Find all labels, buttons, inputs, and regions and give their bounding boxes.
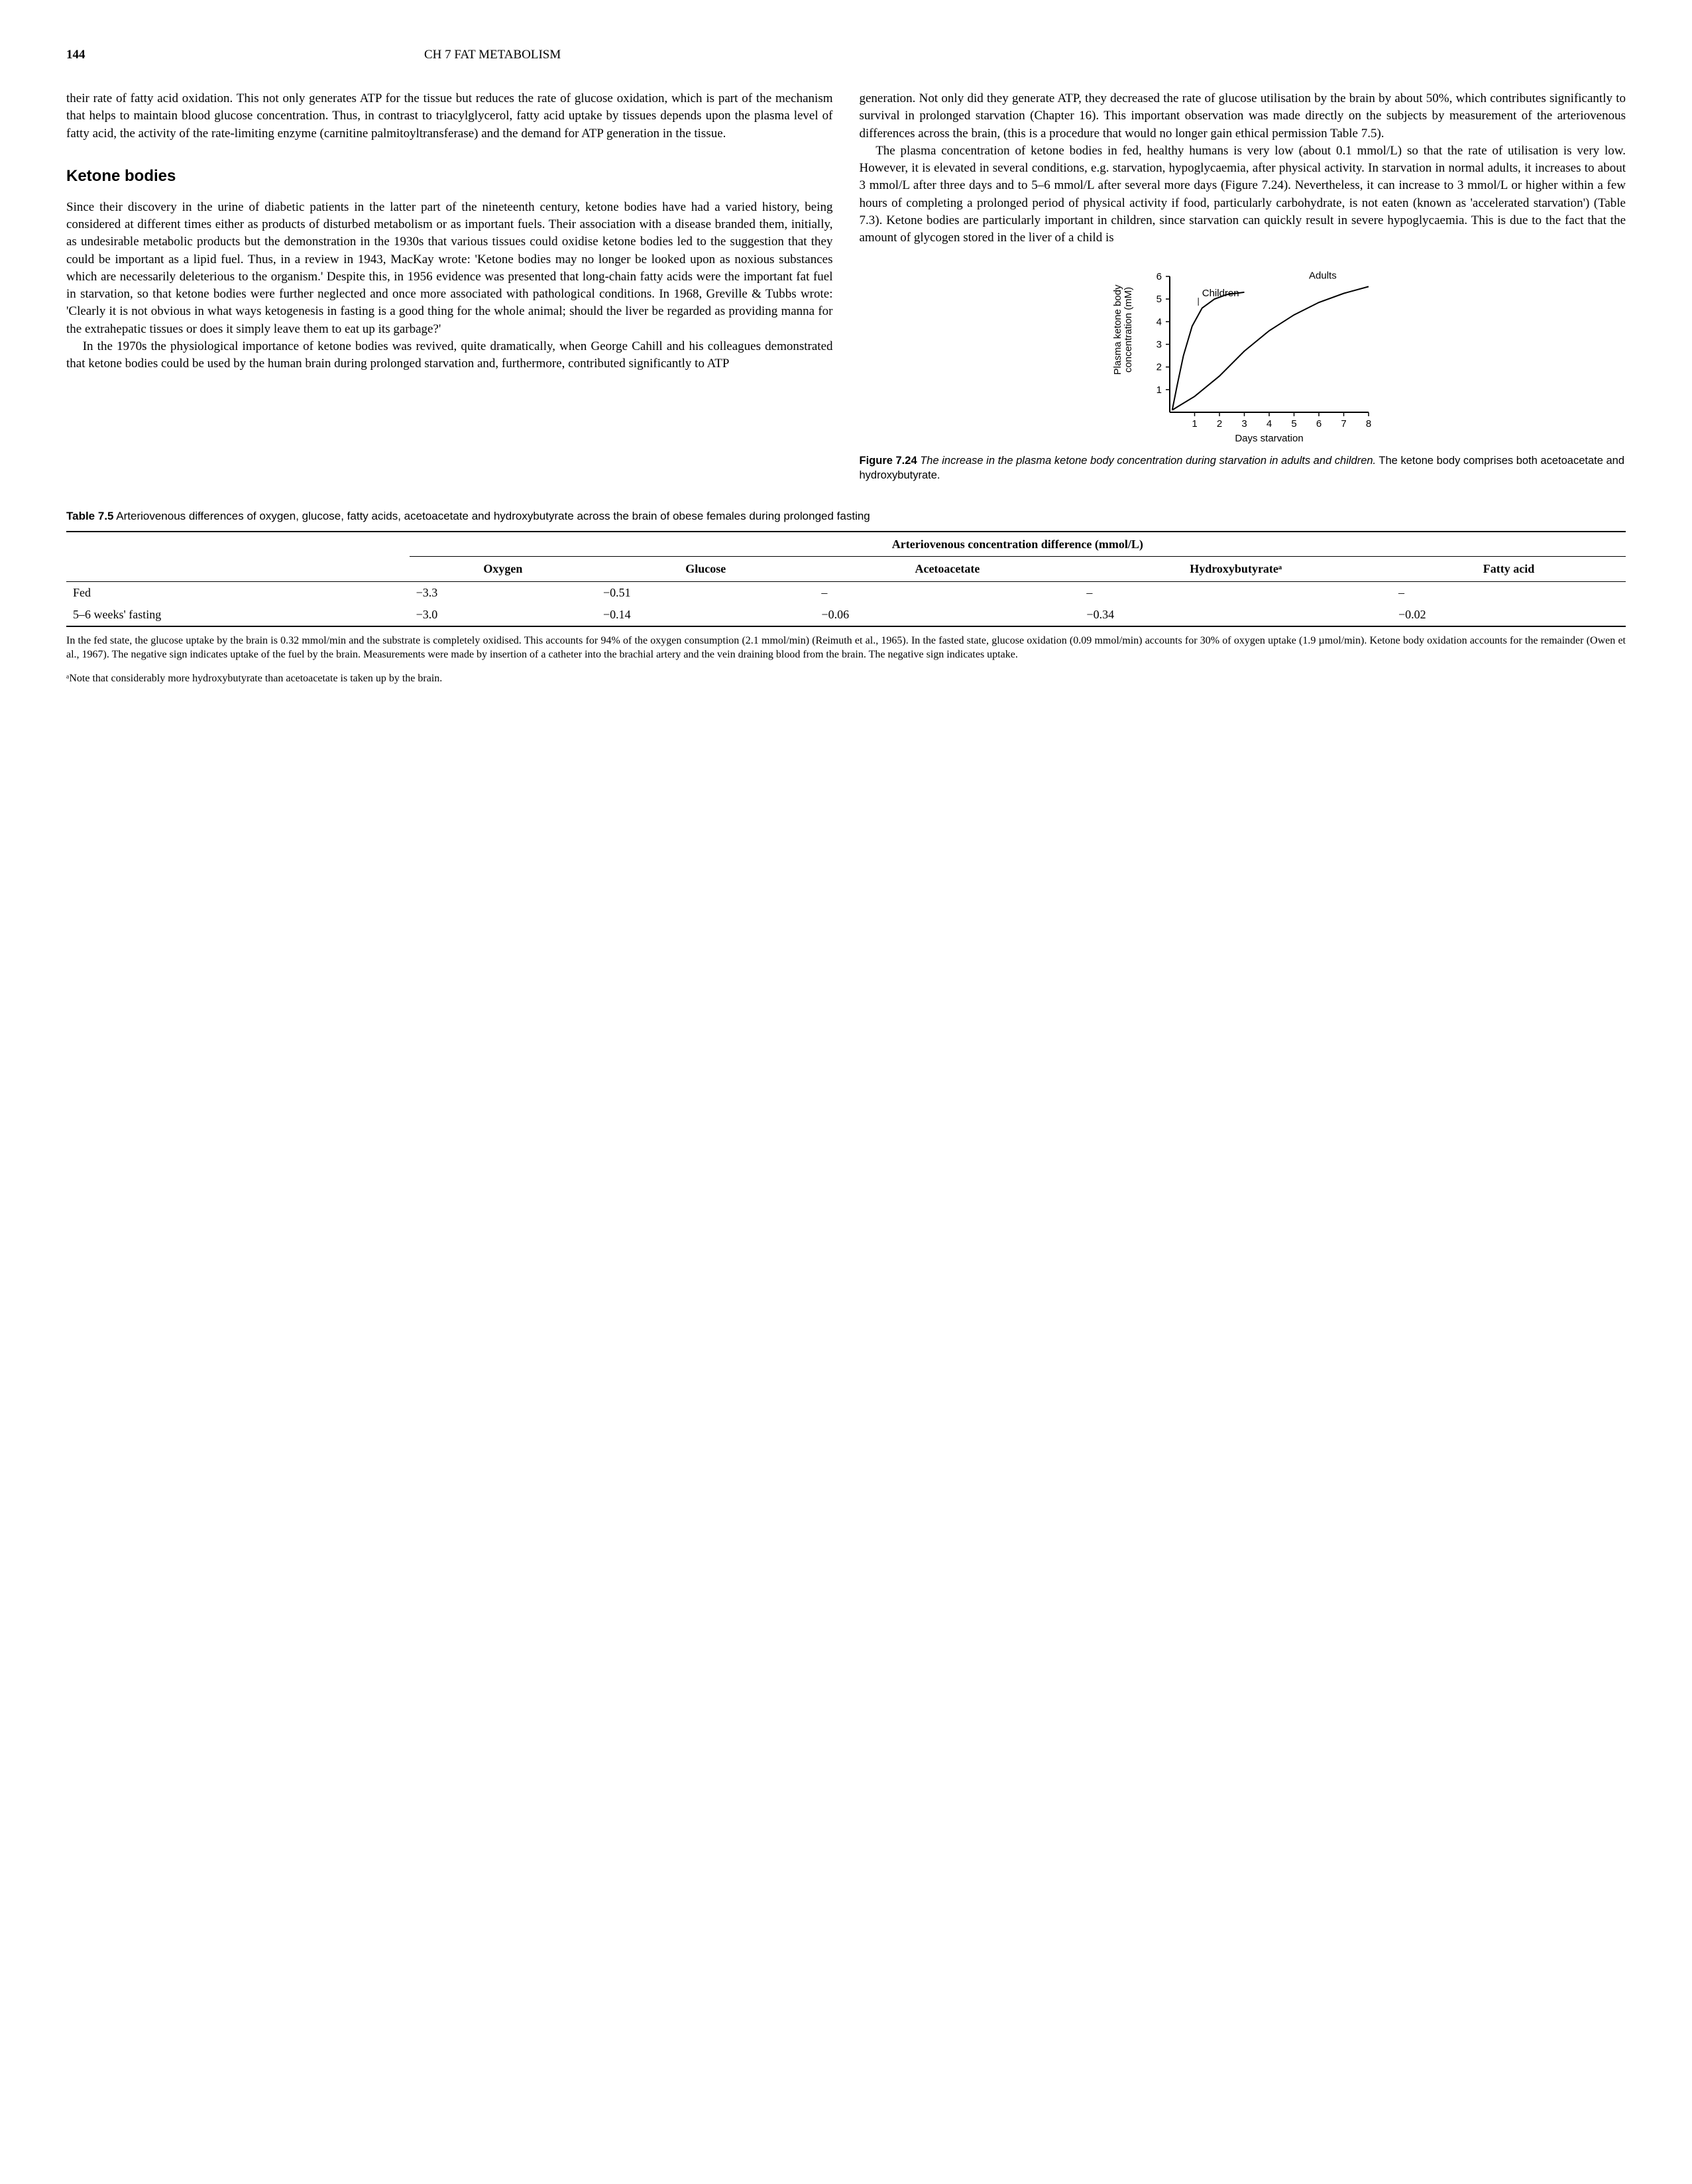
right-p1: generation. Not only did they generate A… <box>860 90 1626 143</box>
table-number: Table 7.5 <box>66 510 114 522</box>
table-cell: −3.3 <box>410 582 596 604</box>
svg-text:2: 2 <box>1217 418 1222 430</box>
table-cell: −0.06 <box>815 604 1080 626</box>
svg-text:4: 4 <box>1156 317 1161 328</box>
data-table: Arteriovenous concentration difference (… <box>66 531 1626 627</box>
svg-text:2: 2 <box>1156 362 1161 373</box>
svg-text:Children: Children <box>1202 288 1239 299</box>
table-column-row: OxygenGlucoseAcetoacetateHydroxybutyrate… <box>66 557 1626 582</box>
svg-text:1: 1 <box>1192 418 1197 430</box>
table-footnote: In the fed state, the glucose uptake by … <box>66 634 1626 662</box>
svg-text:6: 6 <box>1156 271 1161 282</box>
left-p1: Since their discovery in the urine of di… <box>66 199 833 338</box>
table-cell: −3.0 <box>410 604 596 626</box>
page-number: 144 <box>66 46 292 64</box>
left-p2: In the 1970s the physiological importanc… <box>66 338 833 373</box>
table-row: 5–6 weeks' fasting−3.0−0.14−0.06−0.34−0.… <box>66 604 1626 626</box>
table-col-header <box>66 557 410 582</box>
table-cell: −0.51 <box>596 582 815 604</box>
right-p2: The plasma concentration of ketone bodie… <box>860 143 1626 247</box>
table-row: Fed−3.3−0.51––– <box>66 582 1626 604</box>
svg-text:Adults: Adults <box>1309 270 1337 282</box>
table-col-header: Fatty acid <box>1392 557 1626 582</box>
right-column: generation. Not only did they generate A… <box>860 90 1626 483</box>
svg-text:3: 3 <box>1241 418 1247 430</box>
table-title: Table 7.5 Arteriovenous differences of o… <box>66 508 1626 524</box>
page-header: 144 CH 7 FAT METABOLISM <box>66 46 1626 64</box>
table-blank-header <box>66 532 410 557</box>
svg-text:Plasma ketone body: Plasma ketone body <box>1112 284 1123 374</box>
figure-number: Figure 7.24 <box>860 455 917 467</box>
section-heading: Ketone bodies <box>66 165 833 187</box>
table-cell: −0.34 <box>1080 604 1392 626</box>
table-col-header: Oxygen <box>410 557 596 582</box>
table-note: ᵃNote that considerably more hydroxybuty… <box>66 671 1626 686</box>
svg-text:1: 1 <box>1156 384 1161 396</box>
table-cell: – <box>1080 582 1392 604</box>
table-cell: 5–6 weeks' fasting <box>66 604 410 626</box>
table-cell: −0.14 <box>596 604 815 626</box>
table-col-header: Acetoacetate <box>815 557 1080 582</box>
two-column-layout: their rate of fatty acid oxidation. This… <box>66 90 1626 483</box>
chapter-title: CH 7 FAT METABOLISM <box>292 46 1626 64</box>
table-col-header: Glucose <box>596 557 815 582</box>
table-7-5: Table 7.5 Arteriovenous differences of o… <box>66 508 1626 686</box>
left-intro-para: their rate of fatty acid oxidation. This… <box>66 90 833 143</box>
figure-chart-svg: 1 2 3 4 5 6 7 8 1 2 3 4 5 6 Days starvation Plasma keto… <box>1103 266 1382 445</box>
svg-text:3: 3 <box>1156 339 1161 351</box>
svg-text:5: 5 <box>1156 294 1161 305</box>
svg-text:7: 7 <box>1341 418 1346 430</box>
figure-7-24: 1 2 3 4 5 6 7 8 1 2 3 4 5 6 Days starvation Plasma keto… <box>860 266 1626 483</box>
table-title-rest: Arteriovenous differences of oxygen, glu… <box>114 510 870 522</box>
left-column: their rate of fatty acid oxidation. This… <box>66 90 833 483</box>
table-cell: – <box>1392 582 1626 604</box>
svg-text:5: 5 <box>1291 418 1296 430</box>
svg-text:Days starvation: Days starvation <box>1235 433 1303 444</box>
svg-text:8: 8 <box>1366 418 1371 430</box>
svg-text:concentration (mM): concentration (mM) <box>1123 287 1134 373</box>
table-cell: – <box>815 582 1080 604</box>
table-cell: Fed <box>66 582 410 604</box>
svg-text:4: 4 <box>1267 418 1272 430</box>
figure-caption: Figure 7.24 The increase in the plasma k… <box>860 453 1626 483</box>
table-body: Fed−3.3−0.51–––5–6 weeks' fasting−3.0−0.… <box>66 582 1626 626</box>
figure-caption-italic: The increase in the plasma ketone body c… <box>920 455 1376 467</box>
svg-text:6: 6 <box>1316 418 1322 430</box>
table-col-header: Hydroxybutyrateᵃ <box>1080 557 1392 582</box>
table-cell: −0.02 <box>1392 604 1626 626</box>
table-group-header: Arteriovenous concentration difference (… <box>410 532 1626 557</box>
